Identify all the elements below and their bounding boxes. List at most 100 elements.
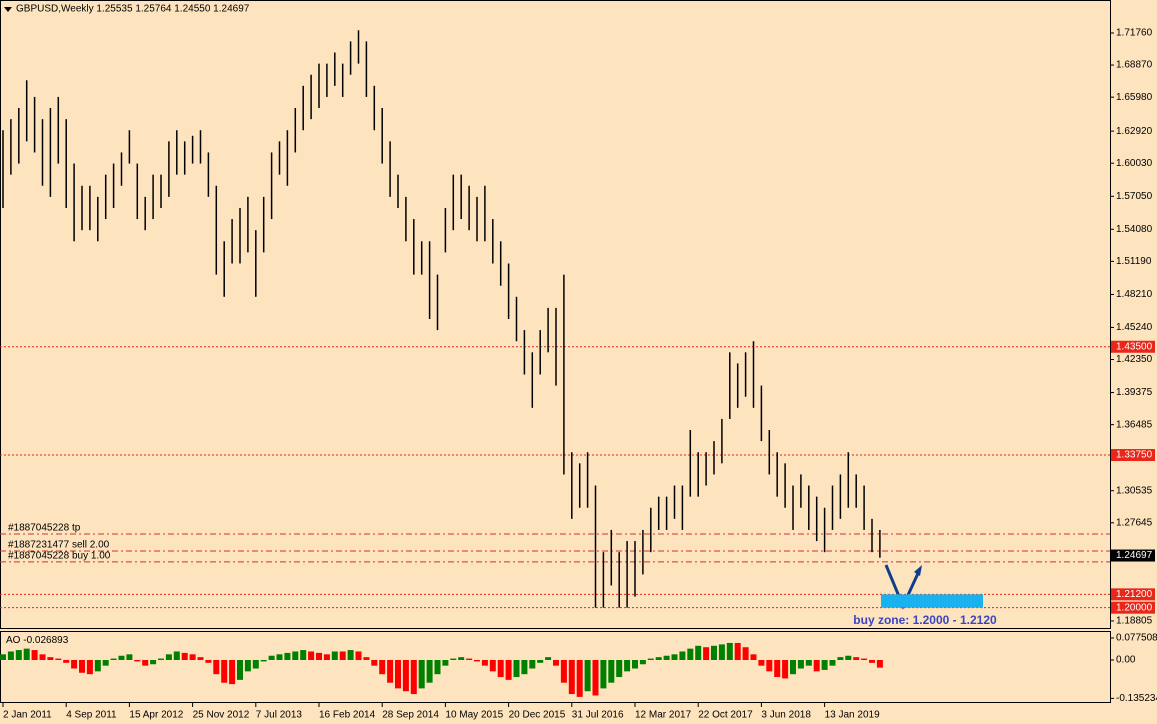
y-tick-label: 1.42350: [1116, 354, 1153, 365]
ao-bar: [726, 642, 733, 660]
ao-bar: [181, 652, 188, 660]
ao-bar: [671, 654, 678, 660]
ao-bar: [853, 657, 860, 660]
ao-bar: [47, 657, 54, 660]
menu-triangle[interactable]: [4, 7, 12, 12]
y-tick-label: 1.62920: [1116, 126, 1153, 137]
ao-bar: [237, 659, 243, 680]
ao-bar: [869, 659, 875, 663]
ao-bar: [134, 659, 141, 662]
ao-bar: [474, 659, 480, 662]
x-tick-label: 12 Mar 2017: [635, 710, 692, 721]
y-tick-label: 1.57050: [1116, 191, 1153, 202]
ao-bar: [165, 654, 172, 660]
ao-bar: [758, 659, 765, 666]
ao-bar: [395, 659, 401, 689]
ao-bar: [158, 658, 164, 660]
ao-bar: [292, 651, 299, 660]
ao-bar: [418, 659, 425, 689]
ao-bar: [481, 659, 488, 666]
ao-bar: [260, 659, 267, 662]
ao-bar: [497, 659, 504, 678]
ao-bar: [244, 659, 251, 672]
ao-tick-label: -0.135234: [1116, 693, 1157, 704]
ao-bar: [150, 659, 157, 665]
y-tick-label: 1.39375: [1116, 387, 1153, 398]
x-tick-label: 10 May 2015: [445, 710, 503, 721]
arrow-head: [914, 565, 922, 576]
x-tick-label: 28 Sep 2014: [382, 710, 439, 721]
x-tick-label: 22 Oct 2017: [698, 710, 753, 721]
ao-bar: [861, 658, 868, 660]
level-label-box: [1111, 449, 1155, 462]
x-tick-label: 13 Jan 2019: [825, 710, 880, 721]
ao-bar: [489, 659, 496, 672]
ao-bar: [339, 651, 346, 660]
ao-bar: [616, 659, 623, 678]
ao-bar: [55, 658, 62, 660]
ao-bar: [876, 659, 883, 668]
order-label: #1887045228 buy 1.00: [8, 551, 111, 562]
chart-header: GBPUSD,Weekly 1.25535 1.25764 1.24550 1.…: [16, 4, 250, 15]
ao-bar: [213, 659, 220, 675]
ao-bar: [647, 658, 654, 660]
ao-bar: [639, 659, 646, 665]
ao-bar: [584, 659, 591, 692]
ao-bar: [23, 648, 30, 660]
ao-value: -0.026893: [23, 635, 68, 646]
ao-bar: [845, 655, 852, 660]
ao-bar: [15, 650, 22, 660]
ao-bar: [466, 658, 473, 660]
y-tick-label: 1.36485: [1116, 419, 1153, 430]
order-label: #1887045228 tp: [8, 523, 81, 534]
ao-bar: [86, 659, 93, 675]
ao-bar: [521, 659, 528, 675]
level-label: 1.33750: [1116, 450, 1153, 461]
y-tick-label: 1.65980: [1116, 92, 1153, 103]
ao-bar: [142, 659, 149, 666]
ao-bar: [316, 652, 322, 660]
ao-bar: [663, 655, 670, 660]
ao-bar: [837, 657, 844, 660]
ao-bar: [703, 647, 710, 660]
y-tick-label: 1.30535: [1116, 485, 1153, 496]
y-tick-label: 1.51190: [1116, 256, 1152, 267]
ao-bar: [173, 651, 180, 660]
ao-bar: [323, 654, 330, 660]
ao-bar: [505, 659, 512, 680]
main-frame: [0, 0, 1111, 629]
ao-bar: [813, 659, 820, 672]
x-tick-label: 20 Dec 2015: [509, 710, 566, 721]
ao-bar: [0, 654, 6, 660]
x-tick-label: 2 Jan 2011: [3, 710, 52, 721]
ao-bar: [118, 655, 125, 660]
ao-bar: [308, 651, 315, 660]
ao-frame: [0, 631, 1111, 703]
ao-bar: [71, 659, 78, 669]
ao-bar: [655, 657, 662, 660]
ao-bar: [79, 659, 85, 673]
ao-bar: [205, 659, 212, 663]
ao-bar: [402, 659, 409, 692]
ao-bar: [434, 659, 441, 675]
y-tick-label: 1.60030: [1116, 158, 1153, 169]
y-tick-label: 1.48210: [1116, 289, 1153, 300]
buy-zone: [881, 594, 983, 608]
current-price-box: [1111, 549, 1155, 562]
ao-bar: [529, 659, 536, 669]
ao-bar: [553, 659, 559, 666]
ao-bar: [126, 654, 133, 660]
ao-bar: [797, 659, 804, 669]
y-tick-label: 1.27645: [1116, 517, 1153, 528]
ao-bar: [624, 659, 631, 672]
level-label-box: [1111, 588, 1155, 601]
ao-bar: [513, 659, 520, 678]
ao-bar: [829, 659, 836, 666]
ao-bar: [39, 654, 46, 660]
ao-bar: [363, 657, 370, 660]
ao-bar: [718, 644, 725, 660]
ao-bar: [711, 645, 717, 660]
ao-bar: [450, 658, 457, 660]
ao-bar: [632, 659, 638, 669]
